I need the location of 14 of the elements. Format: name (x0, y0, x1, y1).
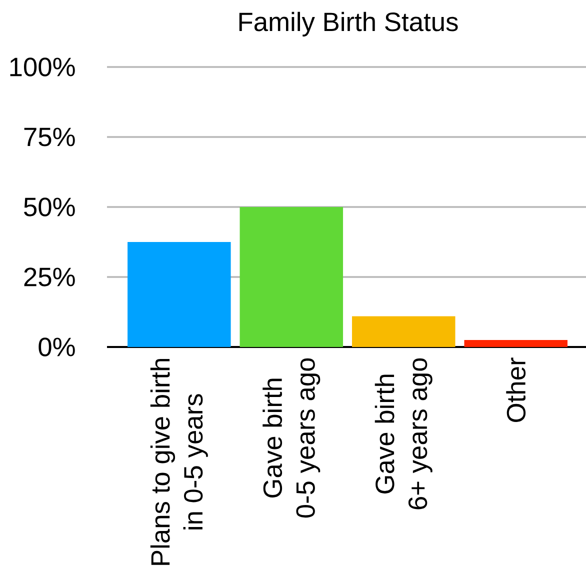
y-tick-label: 0% (38, 338, 75, 356)
bar (128, 242, 231, 347)
bar (464, 340, 568, 347)
bar (240, 206, 344, 347)
y-tick-label: 75% (24, 128, 75, 146)
x-tick-label: Gave birth 6+ years ago (374, 358, 432, 510)
y-tick-label: 50% (24, 198, 75, 216)
x-tick-label: Plans to give birth in 0-5 years (150, 358, 208, 565)
x-tick-label: Other (506, 358, 526, 422)
y-tick-label: 25% (24, 268, 75, 286)
y-tick-label: 100% (10, 58, 75, 76)
x-tick-label: Gave birth 0-5 years ago (262, 358, 320, 518)
bar (352, 316, 456, 347)
chart-title: Family Birth Status (239, 12, 458, 36)
